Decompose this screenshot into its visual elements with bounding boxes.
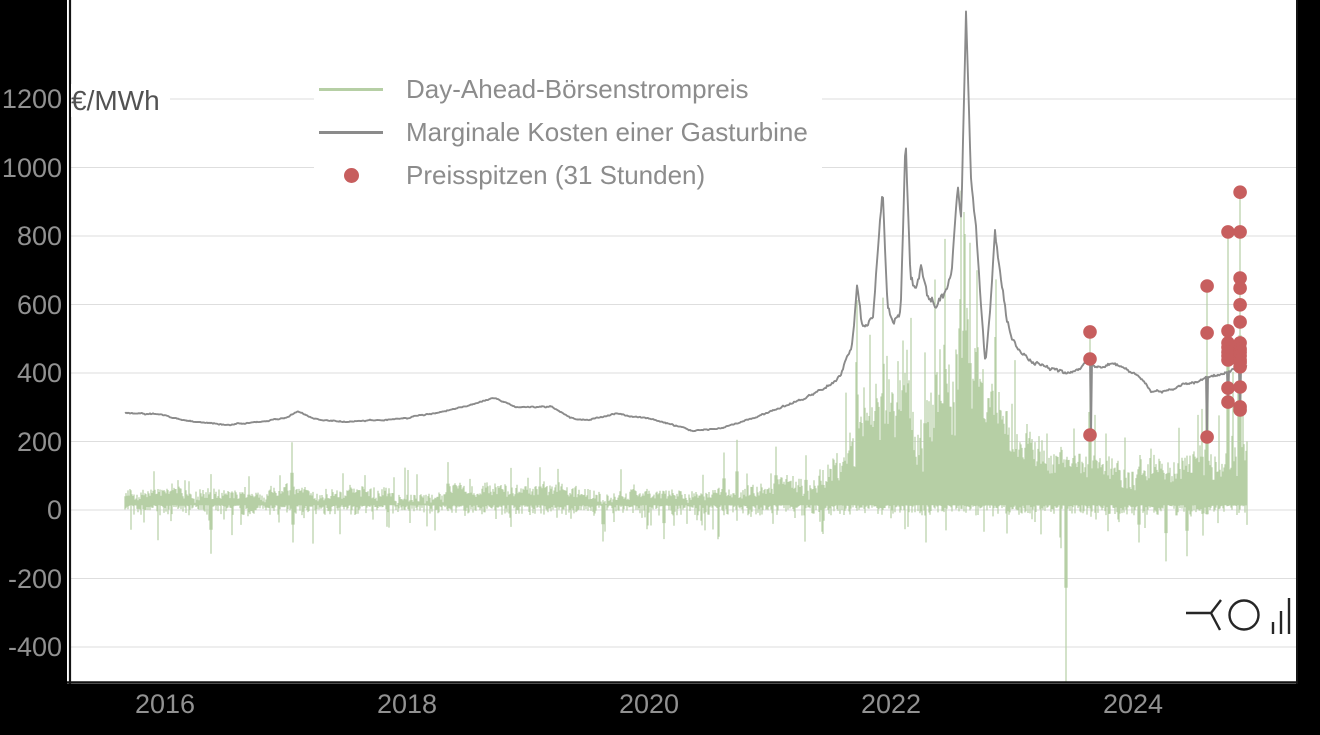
price-spike-dot (1221, 395, 1235, 409)
price-spike-dot (1221, 353, 1235, 367)
series-day-ahead-price-band (124, 190, 1248, 683)
red-dot-swatch-icon (343, 168, 359, 183)
price-spike-dot (1083, 352, 1097, 366)
legend-item-price-spikes: Preisspitzen (31 Stunden) (316, 154, 808, 197)
price-spike-dot (1200, 326, 1214, 340)
price-spike-dot (1233, 281, 1247, 295)
x-tick-label-2018: 2018 (376, 689, 438, 719)
price-spike-dot (1233, 315, 1247, 329)
price-spike-dot (1233, 360, 1247, 374)
price-spike-dot (1233, 403, 1247, 417)
price-spike-dot (1233, 298, 1247, 312)
price-spike-dot (1233, 185, 1247, 199)
price-spike-dot (1233, 271, 1247, 285)
y-tick-label-1000: 1000 (1, 152, 62, 183)
y-tick-label-1200: 1200 (1, 84, 62, 114)
series-gas-turbine-marginal-cost-line (124, 10, 1248, 438)
fork-icon (1186, 599, 1222, 631)
price-spike-dot (1200, 430, 1214, 444)
price-spike-dot (1233, 380, 1247, 394)
y-tick-label--400: -400 (7, 632, 62, 662)
y-tick-label-200: 200 (16, 426, 62, 457)
green-line-swatch-icon (319, 88, 383, 91)
x-tick-label-2020: 2020 (618, 689, 680, 719)
price-spike-dot (1200, 279, 1214, 293)
legend-item-gas-turbine-cost: Marginale Kosten einer Gasturbine (316, 111, 808, 154)
legend-item-day-ahead-price: Day-Ahead-Börsenstrompreis (316, 68, 808, 111)
y-tick-label--200: -200 (7, 563, 62, 594)
chart-legend: Day-Ahead-Börsenstrompreis Marginale Kos… (314, 66, 822, 201)
price-spike-dot (1233, 225, 1247, 239)
bar-chart-icon (1271, 598, 1291, 634)
price-spike-dot (1221, 324, 1235, 338)
legend-label-price-spikes: Preisspitzen (31 Stunden) (406, 160, 706, 190)
y-tick-label-600: 600 (16, 289, 62, 320)
legend-swatch-cell (316, 168, 386, 183)
y-tick-label-400: 400 (16, 358, 62, 388)
y-tick-label-800: 800 (16, 221, 62, 251)
x-tick-label-2016: 2016 (134, 689, 196, 719)
legend-swatch-cell (316, 88, 386, 91)
price-spike-dot (1083, 325, 1097, 339)
y-tick-label-0: 0 (46, 495, 62, 525)
legend-label-day-ahead-price: Day-Ahead-Börsenstrompreis (406, 74, 749, 104)
brand-logo (1186, 598, 1291, 634)
y-axis-unit-label: €/MWh (71, 84, 170, 117)
price-spike-dot (1221, 381, 1235, 395)
legend-swatch-cell (316, 131, 386, 134)
ring-icon (1228, 599, 1260, 631)
gray-line-swatch-icon (319, 131, 383, 134)
legend-label-gas-turbine-cost: Marginale Kosten einer Gasturbine (406, 117, 808, 147)
price-spike-dot (1083, 428, 1097, 442)
price-spike-dot (1221, 225, 1235, 239)
x-tick-label-2024: 2024 (1102, 689, 1164, 719)
x-tick-label-2022: 2022 (860, 689, 922, 719)
